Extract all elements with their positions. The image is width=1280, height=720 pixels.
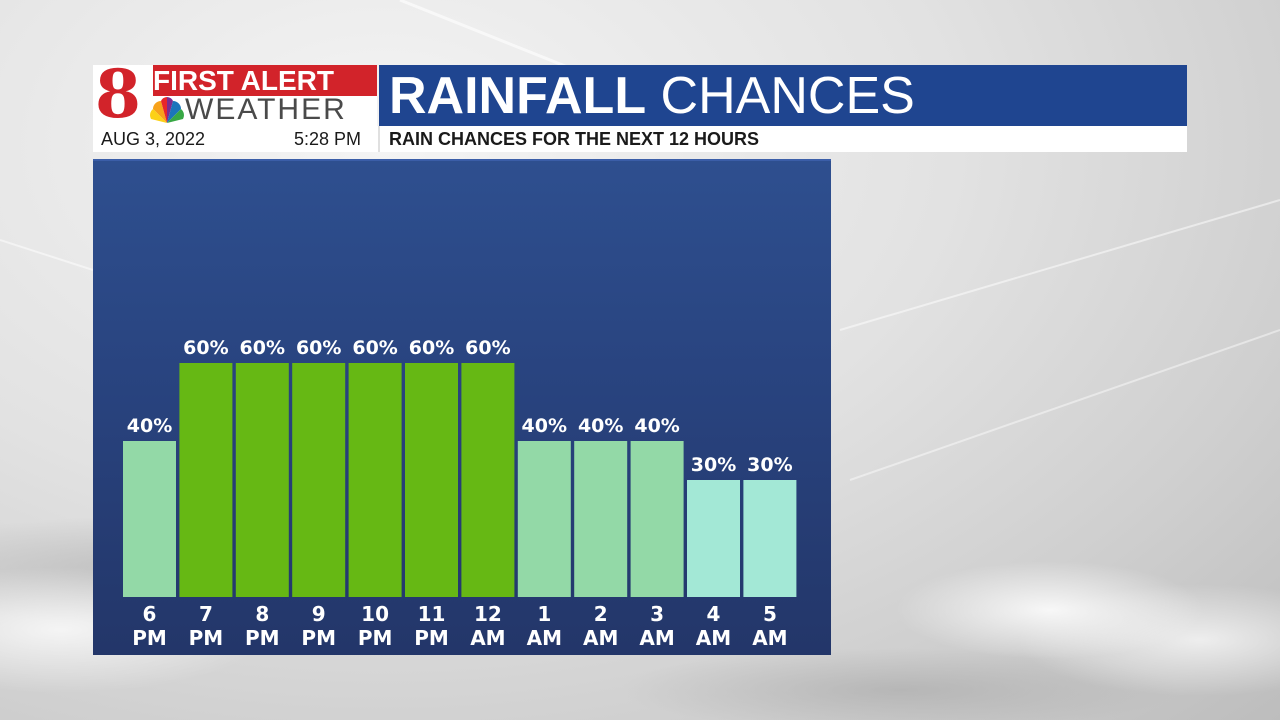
bar-7 <box>517 441 571 597</box>
tick-meridiem-3: PM <box>301 626 336 650</box>
station-logo: 8 FIRST ALERT WEATHER <box>93 65 377 126</box>
peacock-icon <box>150 97 184 123</box>
tick-meridiem-9: AM <box>639 626 674 650</box>
tick-hour-6: 12 <box>474 602 502 626</box>
page-title: RAINFALL CHANCES <box>389 67 915 125</box>
bar-value-label-1: 60% <box>183 337 228 359</box>
bar-6 <box>461 363 515 597</box>
tick-hour-5: 11 <box>418 602 446 626</box>
bar-9 <box>630 441 684 597</box>
bar-0 <box>123 441 176 597</box>
chart-caption: RAIN CHANCES FOR THE NEXT 12 HOURS <box>389 129 760 149</box>
bar-4 <box>348 363 402 597</box>
tick-hour-1: 7 <box>199 602 213 626</box>
bar-11 <box>743 480 797 597</box>
bar-value-label-10: 30% <box>691 454 736 476</box>
bar-value-label-7: 40% <box>522 415 567 437</box>
bar-value-label-11: 30% <box>747 454 792 476</box>
bar-value-label-9: 40% <box>634 415 679 437</box>
bar-value-label-2: 60% <box>240 337 285 359</box>
time-label: 5:28 PM <box>294 129 362 149</box>
bar-value-label-6: 60% <box>465 337 510 359</box>
bar-2 <box>235 363 289 597</box>
tick-hour-4: 10 <box>361 602 389 626</box>
info-bar: AUG 3, 2022 5:28 PM RAIN CHANCES FOR THE… <box>93 126 1187 152</box>
tick-meridiem-1: PM <box>189 626 224 650</box>
tick-hour-7: 1 <box>537 602 551 626</box>
brand-first-alert: FIRST ALERT <box>153 65 334 96</box>
brand-weather: WEATHER <box>185 93 347 126</box>
station-number: 8 <box>95 65 141 126</box>
tick-meridiem-8: AM <box>583 626 618 650</box>
bar-8 <box>574 441 628 597</box>
bar-value-label-0: 40% <box>127 415 172 437</box>
bar-value-label-8: 40% <box>578 415 623 437</box>
tick-meridiem-6: AM <box>470 626 505 650</box>
title-bold: RAINFALL <box>389 67 647 125</box>
bar-5 <box>405 363 458 597</box>
tick-meridiem-10: AM <box>696 626 731 650</box>
rain-chance-chart: 40%6PM60%7PM60%8PM60%9PM60%10PM60%11PM60… <box>123 337 797 650</box>
tick-meridiem-4: PM <box>358 626 393 650</box>
tick-meridiem-5: PM <box>414 626 449 650</box>
logo-number-backdrop <box>93 65 153 126</box>
tick-hour-10: 4 <box>707 602 721 626</box>
bar-10 <box>687 480 740 597</box>
tick-hour-3: 9 <box>312 602 326 626</box>
date-label: AUG 3, 2022 <box>101 129 206 149</box>
bar-value-label-5: 60% <box>409 337 454 359</box>
tick-meridiem-2: PM <box>245 626 280 650</box>
tick-hour-9: 3 <box>650 602 664 626</box>
tick-hour-2: 8 <box>255 602 269 626</box>
title-light: CHANCES <box>660 67 915 125</box>
tick-meridiem-11: AM <box>752 626 787 650</box>
tick-hour-8: 2 <box>594 602 608 626</box>
chart-panel: 40% 6 PM 60% 7 PM 60% 8 PM 60% 9 PM 60% 10 PM 60% 11 PM 60… <box>93 159 831 655</box>
bar-value-label-4: 60% <box>352 337 397 359</box>
tick-meridiem-0: PM <box>132 626 167 650</box>
title-bar: RAINFALL CHANCES <box>379 65 1187 126</box>
bar-1 <box>179 363 233 597</box>
bar-value-label-3: 60% <box>296 337 341 359</box>
bar-3 <box>292 363 346 597</box>
tick-meridiem-7: AM <box>527 626 562 650</box>
tick-hour-0: 6 <box>143 602 157 626</box>
tick-hour-11: 5 <box>763 602 777 626</box>
info-divider <box>378 126 380 152</box>
